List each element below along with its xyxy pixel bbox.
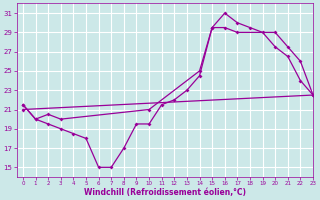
X-axis label: Windchill (Refroidissement éolien,°C): Windchill (Refroidissement éolien,°C)	[84, 188, 246, 197]
